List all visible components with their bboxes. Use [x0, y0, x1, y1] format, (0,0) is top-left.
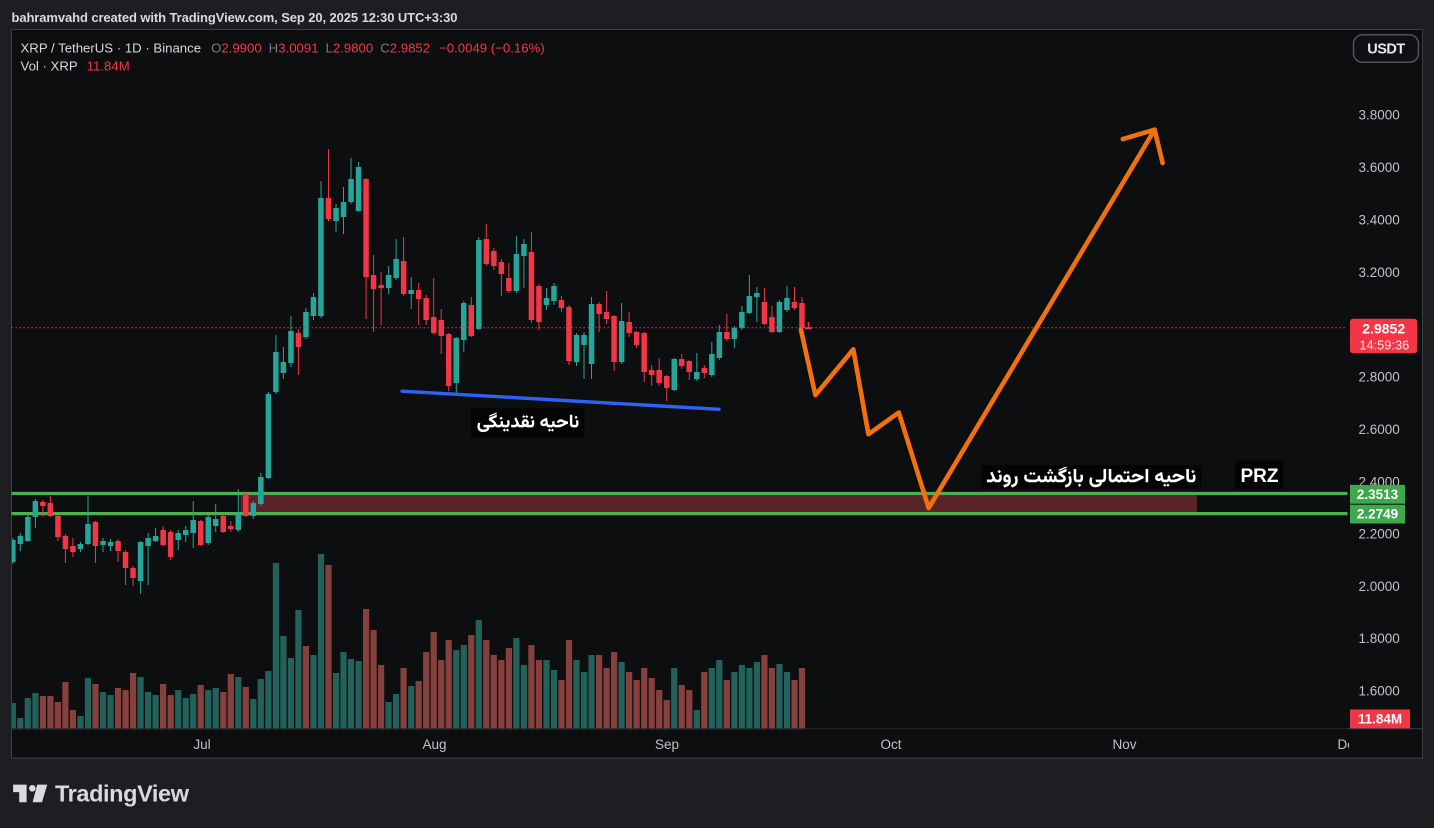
svg-text:1.6000: 1.6000 [1359, 684, 1400, 699]
svg-text:2.2749: 2.2749 [1357, 507, 1398, 522]
svg-text:Jul: Jul [193, 737, 210, 752]
svg-text:Sep: Sep [655, 737, 679, 752]
svg-text:3.6000: 3.6000 [1359, 160, 1400, 175]
svg-text:Oct: Oct [880, 737, 901, 752]
svg-text:Nov: Nov [1112, 737, 1136, 752]
svg-text:14:59:36: 14:59:36 [1359, 337, 1409, 352]
svg-text:PRZ: PRZ [1241, 466, 1279, 487]
svg-text:2.6000: 2.6000 [1359, 422, 1400, 437]
svg-text:TradingView: TradingView [55, 780, 190, 806]
svg-text:2.8000: 2.8000 [1359, 370, 1400, 385]
svg-text:2.0000: 2.0000 [1359, 579, 1400, 594]
svg-text:3.2000: 3.2000 [1359, 265, 1400, 280]
svg-text:3.8000: 3.8000 [1359, 108, 1400, 123]
svg-text:3.4000: 3.4000 [1359, 213, 1400, 228]
svg-text:2.9852: 2.9852 [1362, 321, 1405, 337]
svg-text:De: De [1338, 737, 1355, 752]
svg-text:11.84M: 11.84M [1358, 712, 1402, 727]
svg-text:2.3513: 2.3513 [1357, 487, 1399, 502]
svg-text:Aug: Aug [422, 737, 446, 752]
svg-text:USDT: USDT [1367, 42, 1405, 58]
svg-text:1.8000: 1.8000 [1359, 631, 1400, 646]
svg-text:bahramvahd created with Tradin: bahramvahd created with TradingView.com,… [12, 10, 458, 25]
svg-text:2.2000: 2.2000 [1359, 527, 1400, 542]
